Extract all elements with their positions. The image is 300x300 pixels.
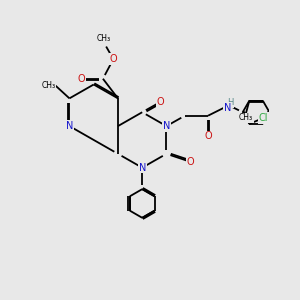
Text: CH₃: CH₃ [41,81,56,90]
Text: O: O [77,74,85,84]
Text: N: N [224,103,231,113]
Text: CH₃: CH₃ [239,113,253,122]
Text: H: H [227,98,233,107]
Text: O: O [204,131,212,142]
Text: O: O [157,97,164,107]
Text: Cl: Cl [259,113,268,123]
Text: N: N [163,121,170,131]
Text: O: O [110,54,117,64]
Text: CH₃: CH₃ [97,34,111,43]
Text: O: O [187,157,194,167]
Text: N: N [139,163,146,173]
Text: N: N [66,121,73,131]
